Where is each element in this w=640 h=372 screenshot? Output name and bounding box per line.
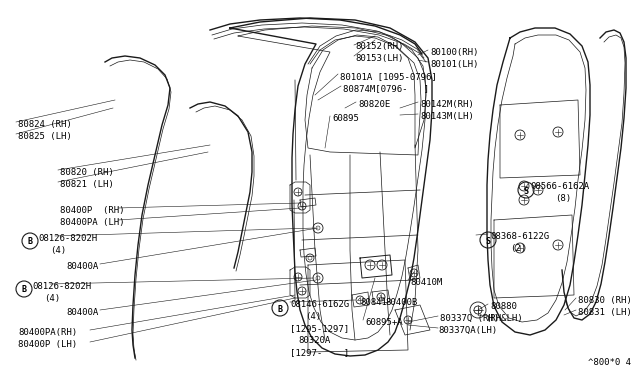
Text: (4): (4) bbox=[305, 312, 321, 321]
Text: 80101A [1095-0796]: 80101A [1095-0796] bbox=[340, 72, 436, 81]
Text: 80400A: 80400A bbox=[66, 262, 99, 271]
Text: 08566-6162A: 08566-6162A bbox=[530, 182, 589, 191]
Text: B: B bbox=[28, 237, 33, 247]
Text: (RH&LH): (RH&LH) bbox=[485, 314, 523, 323]
Text: 80152(RH): 80152(RH) bbox=[355, 42, 403, 51]
Text: 80142M(RH): 80142M(RH) bbox=[420, 100, 474, 109]
Text: S: S bbox=[524, 186, 529, 196]
Text: B: B bbox=[22, 285, 26, 295]
Text: 80880: 80880 bbox=[490, 302, 517, 311]
Text: 80400P  (RH): 80400P (RH) bbox=[60, 206, 125, 215]
Text: 80143M(LH): 80143M(LH) bbox=[420, 112, 474, 121]
Text: 80830 (RH): 80830 (RH) bbox=[578, 296, 632, 305]
Text: 08368-6122G: 08368-6122G bbox=[490, 232, 549, 241]
Text: (4): (4) bbox=[44, 294, 60, 303]
Text: 80100(RH): 80100(RH) bbox=[430, 48, 478, 57]
Text: 08126-8202H: 08126-8202H bbox=[32, 282, 91, 291]
Text: 80824 (RH): 80824 (RH) bbox=[18, 120, 72, 129]
Text: 80820 (RH): 80820 (RH) bbox=[60, 168, 114, 177]
Text: 80400PA (LH): 80400PA (LH) bbox=[60, 218, 125, 227]
Text: 80400P (LH): 80400P (LH) bbox=[18, 340, 77, 349]
Text: 08126-8202H: 08126-8202H bbox=[38, 234, 97, 243]
Text: 08146-6162G: 08146-6162G bbox=[290, 300, 349, 309]
Text: 80874M[0796-   ]: 80874M[0796- ] bbox=[343, 84, 429, 93]
Text: 80825 (LH): 80825 (LH) bbox=[18, 132, 72, 141]
Text: 60895+A: 60895+A bbox=[365, 318, 403, 327]
Text: S: S bbox=[486, 237, 490, 246]
Text: 80337QA(LH): 80337QA(LH) bbox=[438, 326, 497, 335]
Text: 80410M: 80410M bbox=[410, 278, 442, 287]
Text: 80400A: 80400A bbox=[66, 308, 99, 317]
Text: [1297-    ]: [1297- ] bbox=[290, 348, 349, 357]
Text: [1295-1297]: [1295-1297] bbox=[290, 324, 349, 333]
Text: (8): (8) bbox=[555, 194, 571, 203]
Text: 60895: 60895 bbox=[332, 114, 359, 123]
Text: ^800*0 4: ^800*0 4 bbox=[588, 358, 631, 367]
Text: 80400B: 80400B bbox=[385, 298, 417, 307]
Text: 80820E: 80820E bbox=[358, 100, 390, 109]
Text: 80337Q (RH): 80337Q (RH) bbox=[440, 314, 499, 323]
Text: 80821 (LH): 80821 (LH) bbox=[60, 180, 114, 189]
Text: (2): (2) bbox=[510, 244, 526, 253]
Text: B: B bbox=[278, 305, 282, 314]
Text: 80153(LH): 80153(LH) bbox=[355, 54, 403, 63]
Text: 80400PA(RH): 80400PA(RH) bbox=[18, 328, 77, 337]
Text: 80841: 80841 bbox=[360, 298, 387, 307]
Text: 80101(LH): 80101(LH) bbox=[430, 60, 478, 69]
Text: 80320A: 80320A bbox=[298, 336, 330, 345]
Text: 80831 (LH): 80831 (LH) bbox=[578, 308, 632, 317]
Text: (4): (4) bbox=[50, 246, 66, 255]
